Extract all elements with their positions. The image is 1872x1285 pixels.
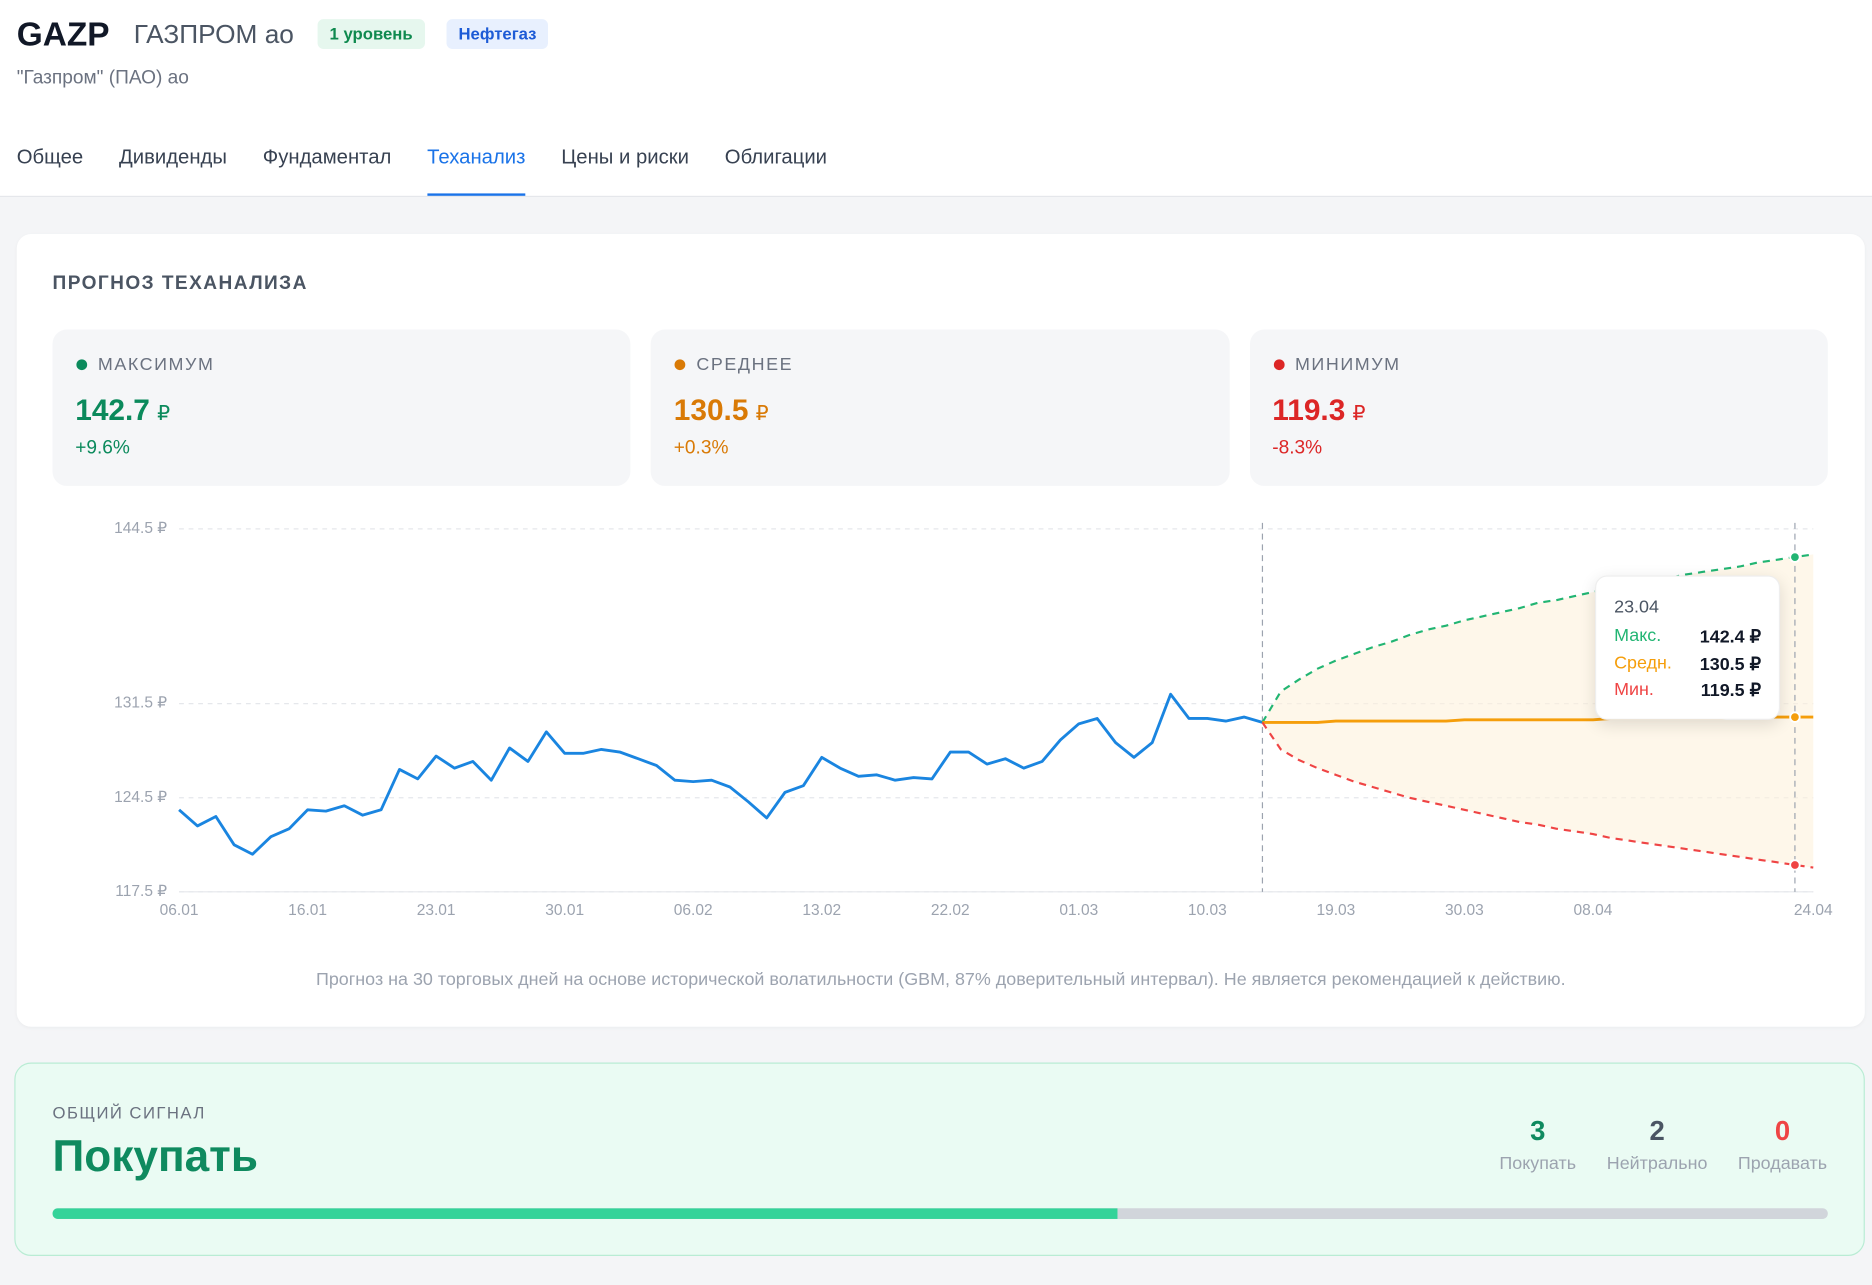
hover-dot: [1789, 859, 1801, 871]
x-tick-label: 01.03: [1059, 902, 1098, 919]
tab[interactable]: Цены и риски: [561, 145, 689, 169]
tooltip-value: 142.4 ₽: [1699, 626, 1761, 648]
card-label: СРЕДНЕЕ: [696, 354, 794, 375]
card-value-row: 130.5 ₽: [674, 394, 769, 429]
stat-card: МАКСИМУМ 142.7 ₽ +9.6%: [52, 329, 631, 486]
series-line: [1261, 721, 1814, 869]
card-value: 119.3: [1272, 393, 1346, 428]
card-change: -8.3%: [1272, 438, 1323, 459]
tooltip-label: Мин.: [1614, 679, 1654, 700]
signal-count: 3: [1530, 1115, 1546, 1147]
x-tick-label: 08.04: [1574, 902, 1613, 919]
dot: [76, 359, 88, 371]
tooltip-label: Средн.: [1614, 652, 1672, 673]
card-value: 142.7: [75, 393, 150, 428]
x-tick-label: 19.03: [1316, 902, 1355, 919]
signal-label: ОБЩИЙ СИГНАЛ: [52, 1103, 206, 1123]
tooltip-label: Макс.: [1614, 625, 1662, 646]
x-tick-label: 06.01: [160, 902, 199, 919]
currency: ₽: [157, 402, 170, 426]
subtitle: "Газпром" (ПАО) ао: [16, 68, 189, 89]
y-tick-label: 131.5 ₽: [114, 695, 167, 712]
dot: [1273, 359, 1285, 371]
card-label: МАКСИМУМ: [97, 354, 215, 375]
series-line: [1261, 553, 1814, 723]
card-label: МИНИМУМ: [1294, 354, 1401, 375]
x-tick-label: 30.03: [1445, 902, 1484, 919]
stat-card: МИНИМУМ 119.3 ₽ -8.3%: [1249, 329, 1828, 486]
card-value: 130.5: [673, 393, 749, 428]
currency: ₽: [755, 402, 769, 426]
x-tick-label: 16.01: [288, 902, 327, 919]
x-tick-label: 13.02: [802, 902, 841, 919]
tooltip-value: 119.5 ₽: [1700, 680, 1761, 701]
tab-bar: Общее Дивиденды Фундаментал Теханализ Цены и…: [17, 141, 827, 196]
hover-dot: [1789, 551, 1801, 563]
tab[interactable]: Фундаментал: [262, 145, 392, 169]
ticker: GAZP: [16, 15, 110, 53]
card-change: +0.3%: [673, 438, 729, 459]
tab[interactable]: Теханализ: [427, 141, 526, 196]
tooltip: 23.04 Макс. 142.4 ₽ Средн. 130.5 ₽ Мин. 119.5…: [1595, 575, 1781, 720]
tab[interactable]: Общее: [16, 145, 84, 169]
signal-count: 0: [1774, 1115, 1791, 1147]
badge: 1 уровень: [317, 19, 425, 49]
x-tick-label: 10.03: [1188, 902, 1227, 919]
signal-count-label: Покупать: [1499, 1153, 1577, 1174]
progress-fill: [52, 1208, 1118, 1219]
company-name: ГАЗПРОМ ао: [133, 19, 294, 49]
signal-count: 2: [1649, 1115, 1665, 1147]
signal-verdict: Покупать: [52, 1131, 258, 1181]
y-tick-label: 124.5 ₽: [114, 789, 167, 806]
chart: 117.5 ₽ 124.5 ₽ 131.5 ₽ 144.5 ₽ 06.01 16.01 23…: [114, 520, 1833, 919]
dot: [674, 359, 686, 371]
x-tick-label: 30.01: [545, 902, 584, 919]
progress-track: [52, 1208, 1828, 1219]
x-tick-label: 24.04: [1794, 902, 1833, 919]
y-tick-label: 144.5 ₽: [114, 520, 167, 537]
stat-cards: МАКСИМУМ 142.7 ₽ +9.6% СРЕДНЕЕ 130.5 ₽ +0.3% МИН…: [52, 329, 1828, 486]
stat-card: СРЕДНЕЕ 130.5 ₽ +0.3%: [651, 329, 1230, 486]
tab[interactable]: Дивиденды: [118, 145, 227, 169]
signal-count-label: Продавать: [1737, 1153, 1828, 1174]
tooltip-value: 130.5 ₽: [1699, 653, 1761, 674]
series-line: [178, 692, 1263, 856]
section-title: ПРОГНОЗ ТЕХАНАЛИЗА: [52, 273, 308, 294]
card-change: +9.6%: [75, 438, 130, 459]
card-value-row: 119.3 ₽: [1272, 394, 1365, 429]
tooltip-title: 23.04: [1614, 596, 1659, 618]
badge: Нефтегаз: [446, 19, 549, 49]
top-bar: GAZP ГАЗПРОМ ао 1 уровень Нефтегаз "Газп…: [0, 0, 1872, 197]
footnote: Прогноз на 30 торговых дней на основе ис…: [315, 969, 1566, 990]
hover-dot: [1789, 711, 1801, 723]
tab[interactable]: Облигации: [724, 145, 828, 169]
signal-count-label: Нейтрально: [1606, 1153, 1708, 1174]
x-tick-label: 06.02: [674, 902, 713, 919]
currency: ₽: [1352, 402, 1366, 426]
signal-panel: ОБЩИЙ СИГНАЛ Покупать 3 Покупать 2 Нейтраль…: [14, 1062, 1865, 1256]
x-tick-label: 23.01: [417, 902, 456, 919]
y-tick-label: 117.5 ₽: [115, 883, 167, 900]
x-tick-label: 22.02: [931, 902, 970, 919]
card-value-row: 142.7 ₽: [75, 394, 170, 429]
